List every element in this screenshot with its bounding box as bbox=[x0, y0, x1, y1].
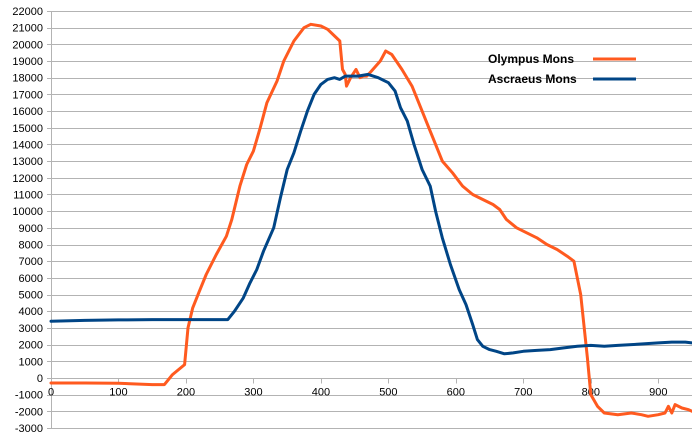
y-tick-label: 22000 bbox=[12, 6, 43, 18]
gridlines bbox=[51, 11, 692, 429]
y-tick-label: 13000 bbox=[12, 156, 43, 168]
y-tick-label: 0 bbox=[37, 373, 43, 385]
y-tick-label: 6000 bbox=[19, 273, 43, 285]
y-tick-label: 16000 bbox=[12, 106, 43, 118]
x-tick-label: 400 bbox=[312, 387, 330, 399]
y-tick-label: -3000 bbox=[15, 423, 43, 435]
y-tick-label: 9000 bbox=[19, 223, 43, 235]
series-line-ascraeus-mons bbox=[49, 72, 692, 356]
y-axis-tick-labels: -3000 -2000 -1000 0 1000 2000 3000 4000 5000 6000… bbox=[12, 6, 43, 435]
legend: Olympus Mons Ascraeus Mons bbox=[488, 52, 636, 86]
x-tick-label: 300 bbox=[244, 387, 262, 399]
y-tick-label: 15000 bbox=[12, 123, 43, 135]
y-tick-label: 20000 bbox=[12, 39, 43, 51]
y-tick-label: -1000 bbox=[15, 390, 43, 402]
legend-label: Olympus Mons bbox=[488, 52, 574, 66]
series-lines bbox=[49, 22, 692, 418]
y-tick-label: 17000 bbox=[12, 89, 43, 101]
y-tick-label: 10000 bbox=[12, 206, 43, 218]
x-axis-tick-labels: 0 100 200 300 400 500 600 700 800 900 bbox=[48, 387, 668, 399]
x-tick-label: 600 bbox=[447, 387, 465, 399]
x-tick-label: 500 bbox=[379, 387, 397, 399]
y-tick-label: 5000 bbox=[19, 290, 43, 302]
axes bbox=[47, 11, 659, 429]
y-tick-label: 18000 bbox=[12, 73, 43, 85]
x-tick-label: 100 bbox=[109, 387, 127, 399]
y-tick-label: 19000 bbox=[12, 56, 43, 68]
y-tick-label: 7000 bbox=[19, 256, 43, 268]
legend-label: Ascraeus Mons bbox=[488, 72, 577, 86]
y-tick-label: -2000 bbox=[15, 406, 43, 418]
y-tick-label: 2000 bbox=[19, 340, 43, 352]
y-tick-label: 14000 bbox=[12, 139, 43, 151]
y-tick-label: 3000 bbox=[19, 323, 43, 335]
series-line-olympus-mons bbox=[49, 22, 692, 418]
y-tick-label: 8000 bbox=[19, 240, 43, 252]
y-tick-label: 12000 bbox=[12, 173, 43, 185]
x-tick-label: 0 bbox=[48, 387, 54, 399]
x-tick-label: 700 bbox=[514, 387, 532, 399]
x-tick-label: 900 bbox=[649, 387, 667, 399]
y-tick-label: 21000 bbox=[12, 23, 43, 35]
y-tick-label: 1000 bbox=[19, 356, 43, 368]
y-tick-label: 11000 bbox=[13, 189, 43, 201]
x-tick-label: 200 bbox=[177, 387, 195, 399]
y-tick-label: 4000 bbox=[19, 306, 43, 318]
